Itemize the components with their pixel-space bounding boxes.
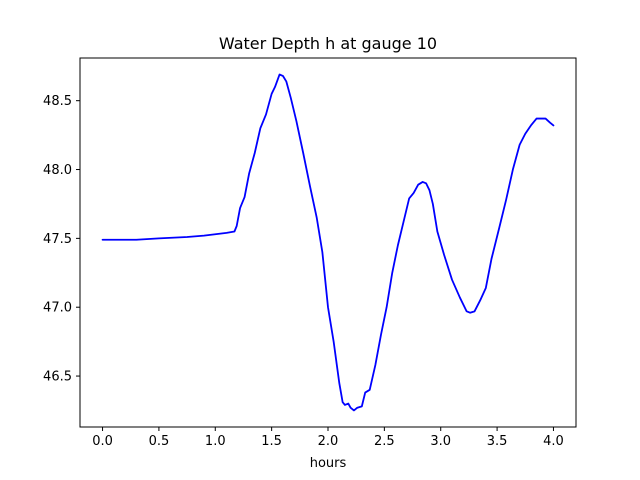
x-tick-label: 3.0 bbox=[430, 434, 451, 449]
x-axis-title: hours bbox=[310, 456, 347, 471]
x-tick-label: 3.5 bbox=[487, 434, 508, 449]
plot-area: 0.0 0.5 1.0 1.5 2.0 2.5 3.0 3.5 4.0 46.5 47.0 47.5 4… bbox=[43, 57, 577, 449]
series-line-0 bbox=[101, 73, 555, 412]
y-tick-label: 48.5 bbox=[43, 94, 72, 109]
x-tick-label: 1.5 bbox=[261, 434, 282, 449]
y-tick-label: 47.0 bbox=[43, 301, 72, 316]
y-tick-label: 47.5 bbox=[43, 232, 72, 247]
x-tick-label: 4.0 bbox=[543, 434, 564, 449]
x-tick-label: 2.0 bbox=[318, 434, 339, 449]
chart-title: Water Depth h at gauge 10 bbox=[219, 34, 437, 53]
x-tick-label: 0.5 bbox=[149, 434, 170, 449]
y-tick-label: 46.5 bbox=[43, 370, 72, 385]
y-tick-label: 48.0 bbox=[43, 163, 72, 178]
x-tick-label: 0.0 bbox=[92, 434, 113, 449]
x-tick-label: 1.0 bbox=[205, 434, 226, 449]
x-tick-label: 2.5 bbox=[374, 434, 395, 449]
